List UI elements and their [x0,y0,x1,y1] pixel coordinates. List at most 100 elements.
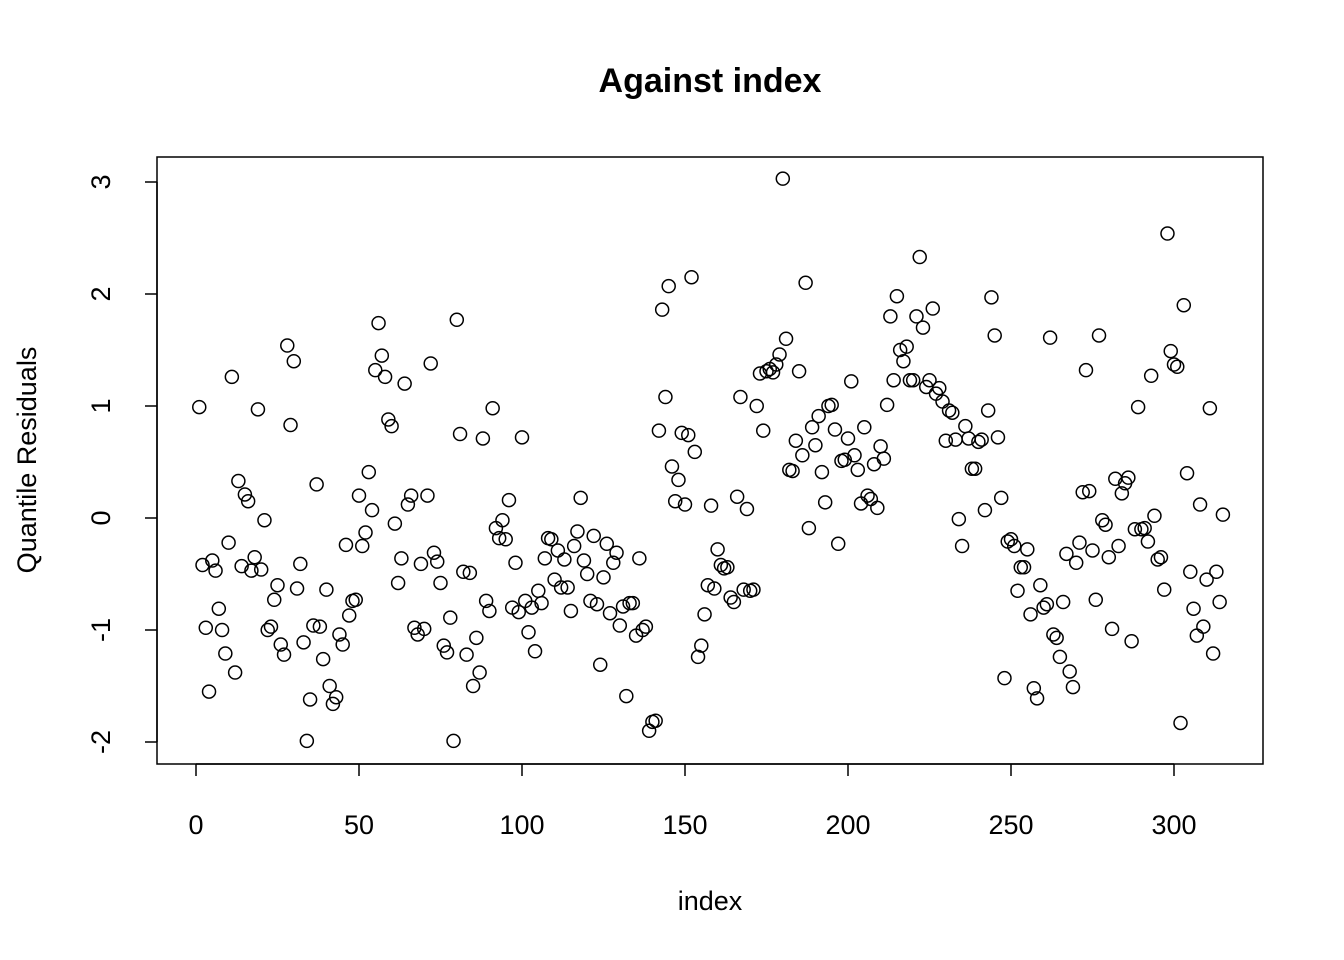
data-point [306,618,321,633]
data-point [1029,691,1045,706]
data-point [205,553,220,568]
data-point [387,516,403,531]
x-tick-label: 100 [499,810,544,840]
data-point [622,595,637,611]
data-point [557,552,572,567]
data-point [824,397,839,413]
data-point [478,593,494,609]
data-point [1095,512,1110,528]
data-point [1179,465,1195,481]
data-point [964,461,980,476]
data-point [368,362,383,378]
data-point [1065,679,1081,695]
data-point [341,608,357,623]
data-point [566,538,582,554]
data-point [635,622,650,638]
data-point [247,549,262,565]
data-point [579,566,595,582]
data-point [446,733,461,749]
data-point [694,638,709,653]
x-axis-title: index [678,886,743,916]
data-point [322,678,337,694]
data-points [192,171,1231,749]
data-point [1075,484,1090,500]
data-point [1156,582,1172,597]
data-point [1147,508,1162,524]
data-point [1140,534,1156,549]
data-point [1202,400,1218,416]
data-point [495,512,510,528]
data-point [707,581,722,596]
data-point [1186,601,1201,616]
data-point [1205,646,1221,661]
data-point [755,423,771,438]
data-point [638,619,654,634]
data-point [932,380,947,396]
data-point [273,637,289,652]
data-point [791,364,807,379]
data-point [1026,680,1042,696]
data-point [664,459,680,474]
data-point [462,565,478,581]
data-point [619,688,634,704]
data-point [436,638,452,653]
data-point [332,627,347,642]
data-point [990,430,1006,445]
data-point [772,347,787,362]
data-point [1052,649,1068,665]
data-point [1143,368,1159,384]
y-tick-label: 3 [86,174,116,189]
data-point [469,630,484,646]
data-point [935,394,950,409]
data-point [351,488,367,503]
data-point [371,315,386,331]
x-tick-label: 0 [188,810,203,840]
data-point [720,560,735,575]
data-point [1042,330,1058,345]
data-point [857,420,872,435]
data-point [612,618,628,633]
data-point [1039,596,1055,612]
data-point [289,581,305,596]
data-point [286,353,302,369]
data-point [534,595,549,611]
data-point [905,372,921,388]
data-point [817,495,833,510]
y-axis: -2 -1 0 1 2 3 [86,174,158,754]
data-point [563,603,579,619]
data-point [902,372,918,388]
data-point [954,538,970,554]
data-point [237,487,253,502]
data-point [899,339,914,354]
data-point [971,434,986,450]
data-point [889,288,905,304]
data-point [886,372,901,388]
data-point [1183,564,1198,580]
data-point [192,399,207,415]
data-point [514,430,530,445]
data-point [296,635,311,650]
data-point [1101,549,1117,565]
data-point [1199,572,1214,587]
data-point [677,497,693,512]
data-point [224,369,240,385]
y-tick-label: 1 [86,398,116,413]
data-point [1209,564,1224,580]
data-point [837,452,852,468]
data-point [804,420,820,435]
data-point [423,356,438,371]
data-point [736,582,751,597]
data-point [482,603,497,619]
data-point [684,269,699,285]
data-point [374,348,390,363]
data-point [703,498,719,513]
data-point [697,607,712,622]
data-point [1215,507,1231,522]
data-point [527,644,543,659]
y-tick-label: -2 [86,730,116,754]
data-point [439,645,455,660]
data-point [1003,532,1019,547]
data-point [589,596,605,612]
data-point [948,432,963,447]
data-point [814,464,830,480]
